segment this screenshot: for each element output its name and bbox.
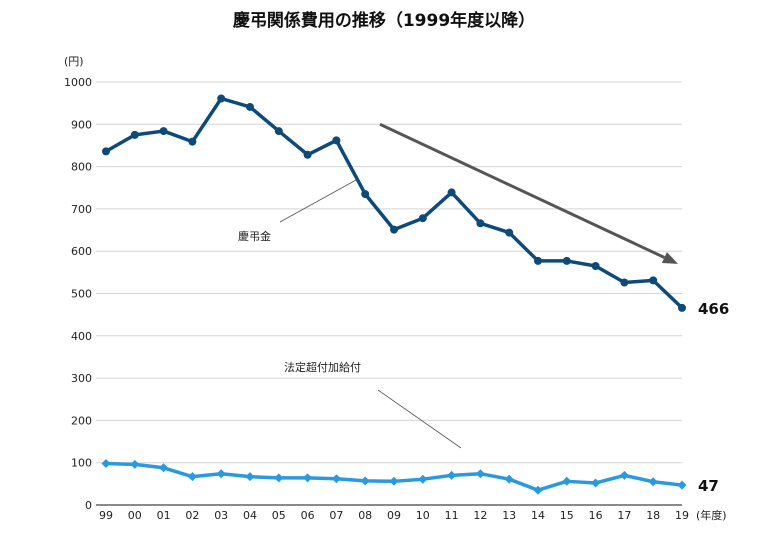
chart-title: 慶弔関係費用の推移（1999年度以降） [233,10,535,31]
x-tick-label: 06 [301,509,315,522]
data-point [130,130,139,139]
data-point [389,476,399,486]
data-point [476,219,485,228]
x-tick-label: 09 [387,509,401,522]
data-point [217,94,226,103]
x-tick-label: 16 [589,509,603,522]
data-point [562,256,571,265]
x-tick-label: 19 [675,509,689,522]
leader-line [279,179,357,223]
y-tick-label: 400 [71,330,92,343]
x-tick-label: 00 [128,509,142,522]
x-tick-label: 99 [99,509,113,522]
data-point [361,190,370,199]
data-point [591,262,600,271]
x-tick-label: 01 [157,509,171,522]
y-tick-label: 200 [71,414,92,427]
x-tick-label: 05 [272,509,286,522]
data-point [303,473,313,483]
data-point [360,476,370,486]
data-point [562,476,572,486]
y-tick-label: 600 [71,245,92,258]
trend-arrow-head [661,252,678,264]
y-tick-label: 900 [71,118,92,131]
data-point [677,480,687,490]
x-axis-unit: (年度) [696,508,727,522]
x-tick-label: 11 [445,509,459,522]
data-point [303,150,312,159]
x-tick-label: 03 [214,509,228,522]
data-point [102,147,110,156]
x-tick-label: 08 [358,509,372,522]
data-point [678,303,686,312]
x-tick-label: 17 [617,509,631,522]
series-2: 47 [101,459,719,495]
x-tick-label: 04 [243,509,257,522]
y-tick-label: 0 [85,499,92,512]
series-layer: 466 47 [101,94,729,495]
data-point [475,469,485,479]
x-tick-label: 07 [329,509,343,522]
data-point [390,225,398,234]
series-label-houtei: 法定超付加給付 [284,360,361,374]
x-tick-label: 02 [185,509,199,522]
data-point [534,256,542,265]
data-point [274,127,283,136]
x-tick-label: 13 [502,509,516,522]
y-tick-label: 300 [71,372,92,385]
data-point [619,470,629,480]
y-tick-label: 700 [71,203,92,216]
data-point [274,473,284,483]
x-tick-label: 12 [473,509,487,522]
y-tick-label: 1000 [64,76,92,89]
data-point [101,459,111,469]
y-axis-unit: (円) [64,55,84,68]
y-tick-label: 100 [71,457,92,470]
y-tick-label: 500 [71,288,92,301]
data-point [591,478,601,488]
series-1: 466 [102,94,729,318]
data-point [505,228,514,237]
grid [96,81,682,506]
data-point [504,474,514,484]
data-point [331,474,341,484]
data-point [418,214,427,223]
data-point [188,137,197,146]
x-tick-label: 15 [560,509,574,522]
x-tick-label: 14 [531,509,545,522]
data-point [216,469,226,479]
trend-arrow-line [379,122,666,259]
data-point [245,472,255,482]
data-point [246,102,254,111]
data-point [447,188,456,197]
x-tick-label: 18 [646,509,660,522]
data-point [620,278,629,287]
y-axis-ticks: 0 100 200 300 400 500 600 700 800 900 1000 [64,76,92,512]
data-point [187,472,197,482]
data-point [533,485,543,495]
data-point [648,477,658,487]
data-point [159,463,169,473]
trend-arrow [379,122,678,264]
end-value-label: 47 [698,477,719,495]
data-point [159,127,168,136]
data-point [130,459,140,469]
data-point [418,474,428,484]
data-point [447,470,457,480]
data-point [649,276,658,285]
x-tick-label: 10 [416,509,430,522]
series-label-kichoukin: 慶弔金 [238,229,271,243]
data-point [332,136,341,145]
x-axis-ticks: 99 00 01 02 03 04 05 06 07 08 09 10 11 12 13 14 15 16 17 18… [99,509,689,522]
end-value-label: 466 [698,300,729,318]
y-tick-label: 800 [71,161,92,174]
leader-line [377,389,462,449]
